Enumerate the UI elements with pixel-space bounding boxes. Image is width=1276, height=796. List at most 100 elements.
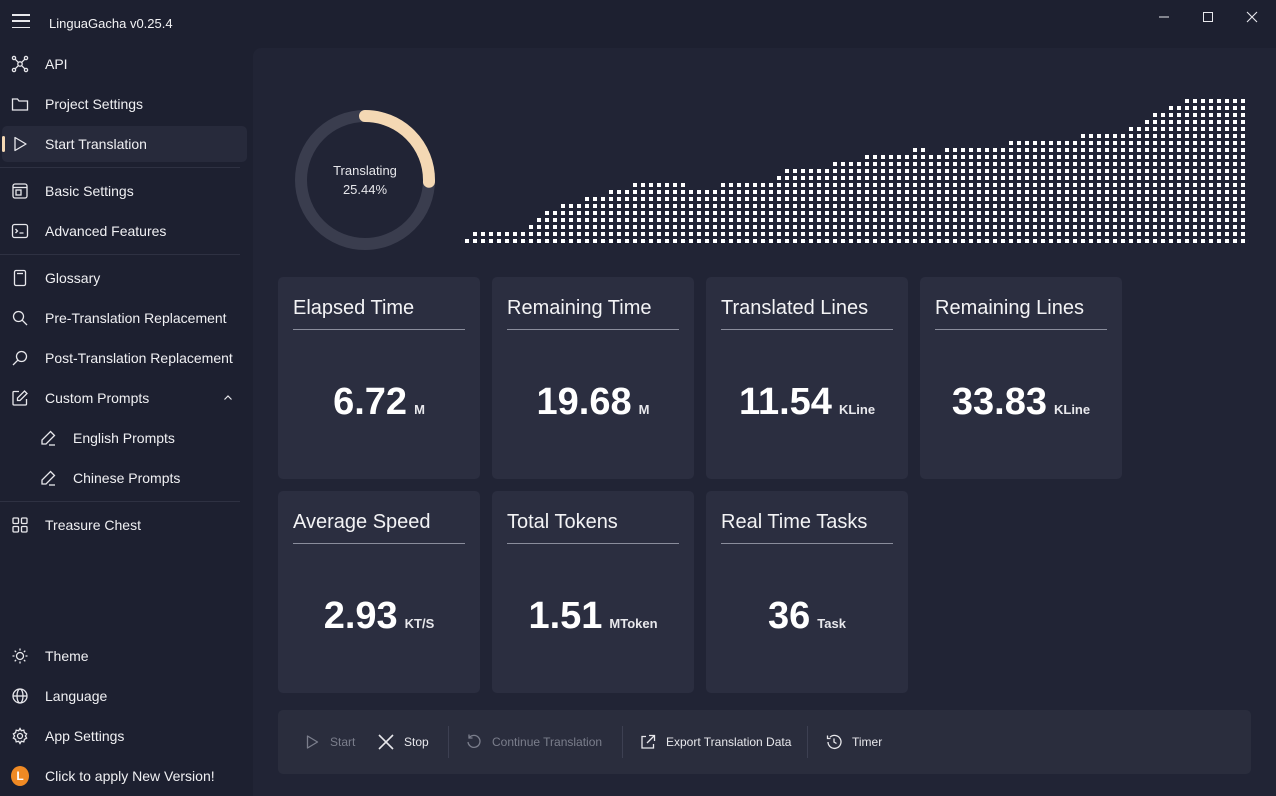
speed-dot: [849, 204, 853, 208]
sidebar-item-advanced-features[interactable]: Advanced Features: [2, 213, 247, 249]
play-icon: [11, 135, 29, 153]
speed-dot: [641, 239, 645, 243]
speed-dot: [1089, 204, 1093, 208]
speed-dot: [769, 239, 773, 243]
gear-icon: [11, 727, 29, 745]
speed-dot: [1025, 239, 1029, 243]
sidebar-item-label: Click to apply New Version!: [45, 768, 215, 784]
speed-dot: [785, 232, 789, 236]
speed-dot: [897, 169, 901, 173]
speed-dot: [785, 239, 789, 243]
speed-dot: [1193, 197, 1197, 201]
speed-dot: [473, 232, 477, 236]
speed-dot: [529, 239, 533, 243]
speed-dot: [1201, 127, 1205, 131]
speed-dot: [1169, 162, 1173, 166]
sidebar-item-chinese-prompts[interactable]: Chinese Prompts: [2, 460, 247, 496]
speed-dot: [1057, 190, 1061, 194]
speed-dot: [633, 204, 637, 208]
speed-dot: [697, 190, 701, 194]
speed-dot: [689, 218, 693, 222]
speed-dot: [753, 239, 757, 243]
speed-dot: [1185, 113, 1189, 117]
start-button[interactable]: Start: [303, 732, 355, 752]
speed-dot: [1065, 169, 1069, 173]
speed-dot: [1169, 155, 1173, 159]
stat-value: 1.51: [528, 595, 603, 637]
speed-dot: [961, 176, 965, 180]
speed-dot: [1177, 183, 1181, 187]
chevron-up-icon[interactable]: [223, 393, 233, 403]
speed-dot: [993, 197, 997, 201]
sidebar-item-pre-translation-replacement[interactable]: Pre-Translation Replacement: [2, 300, 247, 336]
sidebar-item-treasure-chest[interactable]: Treasure Chest: [2, 507, 247, 543]
stat-divider: [507, 543, 679, 544]
speed-dot: [801, 183, 805, 187]
speed-dot: [801, 169, 805, 173]
speed-dot: [777, 197, 781, 201]
speed-dot: [721, 183, 725, 187]
speed-dot: [569, 218, 573, 222]
speed-dot: [1033, 197, 1037, 201]
speed-dot: [1169, 127, 1173, 131]
speed-dot: [1105, 239, 1109, 243]
speed-dot: [961, 232, 965, 236]
speed-dot: [1065, 162, 1069, 166]
speed-dot: [961, 155, 965, 159]
speed-dot: [1041, 162, 1045, 166]
speed-dot: [873, 190, 877, 194]
minimize-button[interactable]: [1142, 6, 1186, 28]
speed-dot: [705, 190, 709, 194]
speed-dot: [1049, 218, 1053, 222]
sidebar-item-english-prompts[interactable]: English Prompts: [2, 420, 247, 456]
speed-dot: [697, 204, 701, 208]
sidebar-item-basic-settings[interactable]: Basic Settings: [2, 173, 247, 209]
speed-dot: [857, 176, 861, 180]
speed-dot: [937, 155, 941, 159]
speed-dot: [609, 190, 613, 194]
sidebar-item-custom-prompts[interactable]: Custom Prompts: [2, 380, 247, 416]
stat-value: 11.54: [738, 381, 832, 423]
stat-divider: [293, 543, 465, 544]
sidebar-item-start-translation[interactable]: Start Translation: [2, 126, 247, 162]
speed-dot: [633, 211, 637, 215]
export-translation-data-button[interactable]: Export Translation Data: [639, 732, 791, 752]
sidebar-item-project-settings[interactable]: Project Settings: [2, 86, 247, 122]
speed-dot: [1113, 169, 1117, 173]
sidebar-item-language[interactable]: Language: [2, 678, 247, 714]
timer-button[interactable]: Timer: [825, 732, 882, 752]
speed-dot: [1241, 176, 1245, 180]
speed-dot: [921, 190, 925, 194]
speed-dot: [1233, 148, 1237, 152]
sidebar-item-post-translation-replacement[interactable]: Post-Translation Replacement: [2, 340, 247, 376]
sidebar-item-theme[interactable]: Theme: [2, 638, 247, 674]
speed-dot: [713, 225, 717, 229]
speed-dot: [1033, 239, 1037, 243]
sidebar-item-update[interactable]: L Click to apply New Version!: [2, 758, 247, 794]
speed-dot: [1009, 169, 1013, 173]
hamburger-menu-icon[interactable]: [12, 14, 30, 28]
speed-dot: [1225, 120, 1229, 124]
speed-dot: [1177, 134, 1181, 138]
speed-dot: [1225, 211, 1229, 215]
sidebar-item-glossary[interactable]: Glossary: [2, 260, 247, 296]
speed-dot: [817, 197, 821, 201]
speed-dot: [529, 225, 533, 229]
speed-dot: [601, 232, 605, 236]
speed-dot: [993, 183, 997, 187]
speed-dot: [1201, 225, 1205, 229]
speed-dot: [849, 225, 853, 229]
stop-button[interactable]: Stop: [377, 732, 429, 752]
continue-translation-button[interactable]: Continue Translation: [465, 732, 602, 752]
maximize-button[interactable]: [1186, 6, 1230, 28]
close-window-button[interactable]: [1230, 6, 1274, 28]
sidebar-item-app-settings[interactable]: App Settings: [2, 718, 247, 754]
speed-dot: [1201, 141, 1205, 145]
speed-dot: [897, 239, 901, 243]
sidebar-item-api[interactable]: API: [2, 46, 247, 82]
speed-dot: [913, 204, 917, 208]
speed-dot: [1145, 134, 1149, 138]
speed-dot: [825, 169, 829, 173]
speed-dot: [945, 148, 949, 152]
speed-dot: [1089, 134, 1093, 138]
